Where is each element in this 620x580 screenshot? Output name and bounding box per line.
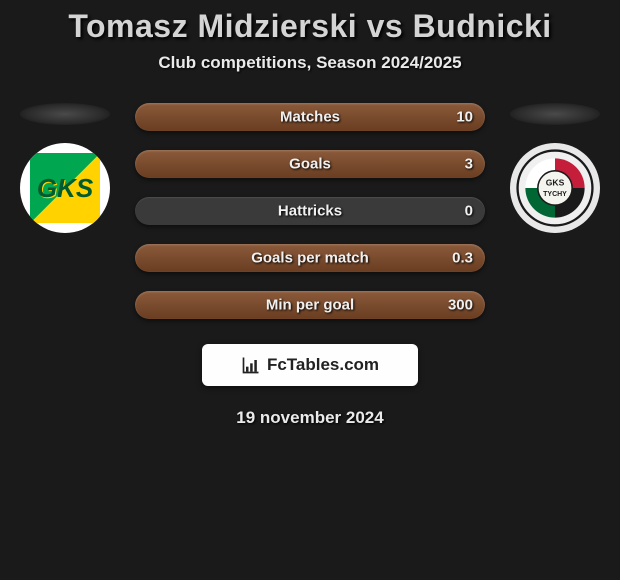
footer-date: 19 november 2024	[0, 408, 620, 428]
stat-label: Matches	[280, 109, 340, 126]
left-player-col: GKS	[15, 103, 115, 233]
svg-text:GKS: GKS	[546, 178, 565, 188]
right-player-col: GKS TYCHY	[505, 103, 605, 233]
stat-bar: Hattricks 0	[135, 197, 485, 225]
stat-bar: Goals per match 0.3	[135, 244, 485, 272]
left-team-badge: GKS	[20, 143, 110, 233]
footer-logo[interactable]: FcTables.com	[202, 344, 418, 386]
left-player-shadow	[20, 103, 110, 125]
stat-label: Goals per match	[251, 250, 369, 267]
main-row: GKS Matches 10 Goals 3 Hattricks 0 Goals per m…	[0, 103, 620, 319]
stat-label: Min per goal	[266, 297, 354, 314]
left-team-badge-text: GKS	[30, 153, 100, 223]
stat-bar: Goals 3	[135, 150, 485, 178]
stat-bars: Matches 10 Goals 3 Hattricks 0 Goals per match…	[135, 103, 485, 319]
stat-bar: Min per goal 300	[135, 291, 485, 319]
stat-value-right: 10	[456, 109, 473, 126]
stat-value-right: 300	[448, 297, 473, 314]
footer-logo-text: FcTables.com	[267, 355, 379, 375]
stat-value-right: 0.3	[452, 250, 473, 267]
stat-label: Hattricks	[278, 203, 342, 220]
svg-text:TYCHY: TYCHY	[543, 191, 567, 198]
right-team-badge: GKS TYCHY	[510, 143, 600, 233]
page-title: Tomasz Midzierski vs Budnicki	[0, 8, 620, 45]
right-team-badge-svg: GKS TYCHY	[516, 149, 594, 227]
infographic-container: Tomasz Midzierski vs Budnicki Club compe…	[0, 0, 620, 428]
stat-value-right: 0	[465, 203, 473, 220]
chart-icon	[241, 355, 261, 375]
stat-value-right: 3	[465, 156, 473, 173]
stat-label: Goals	[289, 156, 331, 173]
stat-bar: Matches 10	[135, 103, 485, 131]
page-subtitle: Club competitions, Season 2024/2025	[0, 53, 620, 73]
right-player-shadow	[510, 103, 600, 125]
